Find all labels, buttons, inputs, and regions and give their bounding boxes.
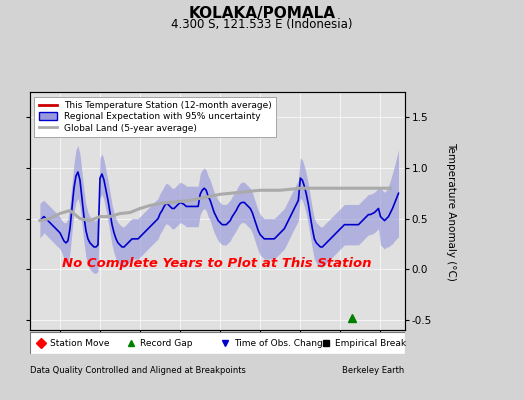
FancyBboxPatch shape (30, 332, 405, 354)
Text: 4.300 S, 121.533 E (Indonesia): 4.300 S, 121.533 E (Indonesia) (171, 18, 353, 31)
Legend: This Temperature Station (12-month average), Regional Expectation with 95% uncer: This Temperature Station (12-month avera… (35, 96, 277, 137)
Text: Empirical Break: Empirical Break (335, 338, 406, 348)
Text: Station Move: Station Move (50, 338, 110, 348)
Text: Data Quality Controlled and Aligned at Breakpoints: Data Quality Controlled and Aligned at B… (30, 366, 246, 375)
Y-axis label: Temperature Anomaly (°C): Temperature Anomaly (°C) (445, 142, 455, 280)
Text: Berkeley Earth: Berkeley Earth (342, 366, 405, 375)
Text: KOLAKA/POMALA: KOLAKA/POMALA (189, 6, 335, 21)
Text: Record Gap: Record Gap (140, 338, 193, 348)
Text: No Complete Years to Plot at This Station: No Complete Years to Plot at This Statio… (62, 257, 372, 270)
Text: Time of Obs. Change: Time of Obs. Change (234, 338, 329, 348)
